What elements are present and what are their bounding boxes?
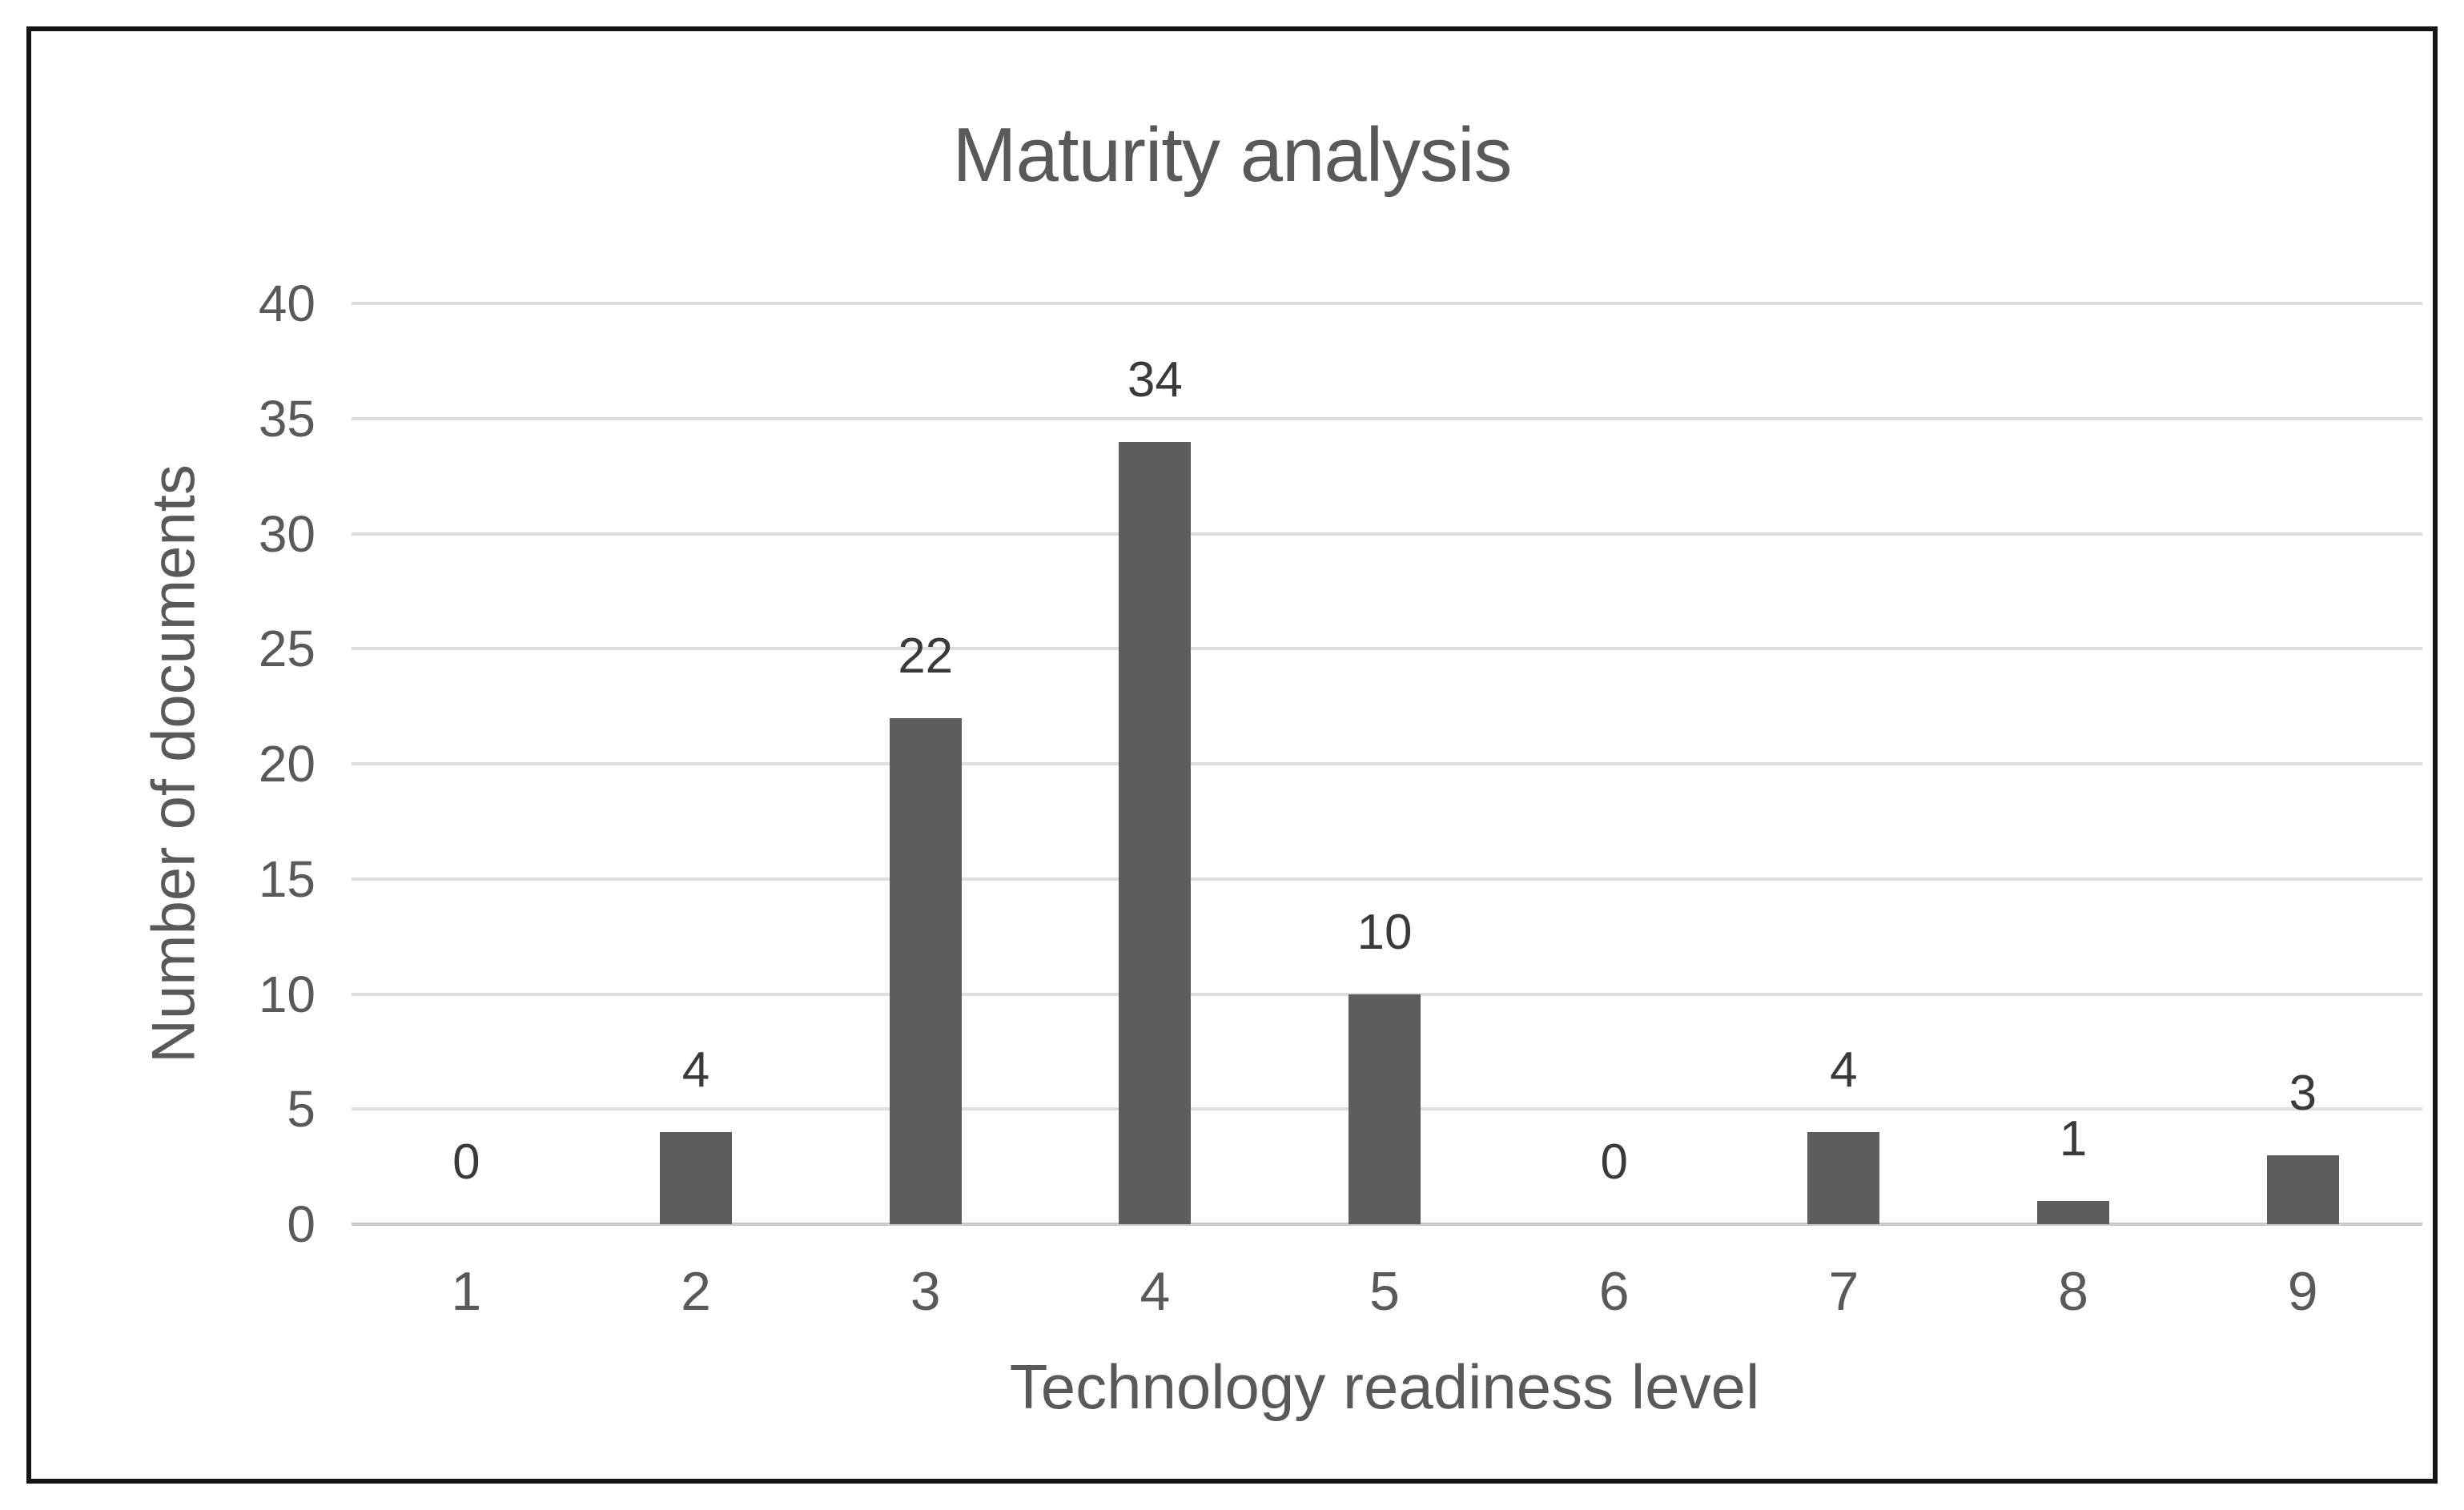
x-axis-title: Technology readiness level [1009,1351,1760,1422]
bar-data-label: 4 [681,1042,710,1098]
x-tick-label: 2 [681,1261,711,1322]
bar-column: 4 [1729,303,1959,1224]
x-axis-line [352,1223,2422,1226]
x-tick-label: 9 [2287,1261,2318,1322]
gridline [352,762,2422,765]
bar [889,717,962,1224]
bar-data-label: 1 [2059,1111,2088,1167]
y-tick-label: 5 [287,1080,316,1139]
bar-column: 34 [1040,303,1270,1224]
x-tick-labels: 1 2 3 4 5 6 7 8 9 [352,1264,2418,1319]
y-tick-label: 35 [258,389,316,448]
bars: 0 4 22 34 10 0 4 1 3 [352,303,2418,1224]
gridline [352,877,2422,881]
bar-column: 22 [810,303,1040,1224]
bar-data-label: 3 [2289,1065,2317,1121]
y-tick-label: 30 [258,504,316,563]
bar-data-label: 34 [1127,351,1183,408]
bar-data-label: 22 [898,628,954,684]
x-tick-label: 6 [1598,1261,1630,1322]
bar [1349,994,1421,1224]
x-tick-label: 4 [1140,1261,1171,1322]
plot-area: 0 4 22 34 10 0 4 1 3 [352,302,2422,1226]
bar [1119,441,1192,1224]
x-tick-label: 3 [910,1261,941,1322]
gridline [352,416,2422,420]
bar-data-label: 0 [1600,1135,1628,1190]
x-tick-label: 7 [1828,1261,1859,1322]
bar [660,1132,732,1224]
bar-data-label: 10 [1357,904,1413,960]
bar-column: 1 [1959,303,2189,1224]
y-tick-label: 10 [258,965,316,1023]
y-tick-label: 15 [258,849,316,908]
y-tick-labels: 0 5 10 15 20 25 30 35 40 [127,278,316,1250]
bar-column: 4 [581,303,811,1224]
bar [2266,1155,2339,1224]
bar [1807,1132,1880,1224]
y-tick-label: 20 [258,735,316,793]
gridline [352,532,2422,536]
gridline [352,647,2422,651]
x-tick-label: 5 [1369,1261,1400,1322]
bar-column: 3 [2188,303,2418,1224]
bar [2037,1201,2110,1224]
gridline [352,302,2422,305]
x-tick-label: 8 [2058,1261,2088,1322]
bar-column: 0 [1499,303,1729,1224]
chart-title: Maturity analysis [952,112,1513,198]
bar-column: 10 [1270,303,1500,1224]
bar-column: 0 [352,303,581,1224]
y-tick-label: 25 [258,620,316,678]
bar-data-label: 0 [452,1135,480,1190]
bar-data-label: 4 [1830,1042,1858,1098]
y-tick-label: 0 [287,1195,316,1253]
x-tick-label: 1 [451,1261,482,1322]
y-tick-label: 40 [258,275,316,332]
